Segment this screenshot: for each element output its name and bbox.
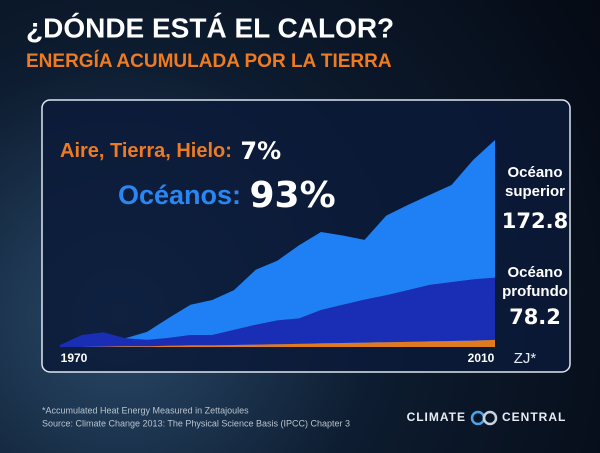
logo-text: CENTRAL <box>502 410 566 424</box>
logo-icon <box>470 410 486 426</box>
area <box>60 277 495 347</box>
series-label: Océano superior <box>504 164 565 200</box>
annotation-text: Aire, Tierra, Hielo: <box>60 140 232 162</box>
value-label: 172.8 <box>501 209 569 233</box>
annotation-value: 7% <box>240 137 281 165</box>
annotation-value: 93% <box>250 175 336 216</box>
value-label: 78.2 <box>509 305 561 329</box>
area <box>60 140 495 346</box>
annotation-text: Océanos: <box>118 180 241 210</box>
x-tick-label: 2010 <box>468 351 495 365</box>
logo-text: CLIMATE <box>407 410 466 424</box>
x-tick-label: 1970 <box>61 351 88 365</box>
footnote: *Accumulated Heat Energy Measured in Zet… <box>42 405 249 415</box>
chart-title: ¿DÓNDE ESTÁ EL CALOR? <box>26 12 394 43</box>
annotation: Aire, Tierra, Hielo: 7% <box>60 137 281 165</box>
logo-icon <box>482 410 498 426</box>
chart-subtitle: ENERGÍA ACUMULADA POR LA TIERRA <box>26 50 392 72</box>
annotation: Océanos: 93% <box>118 175 336 216</box>
footnote: Source: Climate Change 2013: The Physica… <box>42 418 350 428</box>
series-label: Océano profundo <box>502 264 568 300</box>
plot <box>60 140 496 347</box>
unit-label: ZJ* <box>514 350 537 367</box>
area <box>60 339 495 347</box>
